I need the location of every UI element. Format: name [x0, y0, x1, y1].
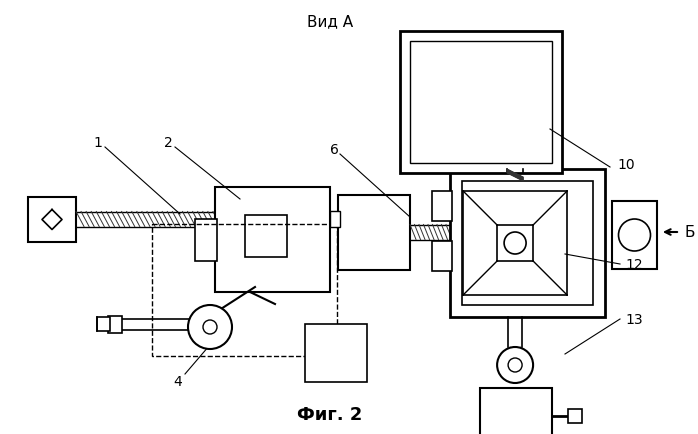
Bar	[97, 317, 110, 331]
Bar	[450, 170, 605, 317]
Text: 13: 13	[625, 312, 643, 326]
Text: Б: Б	[685, 225, 695, 240]
Bar	[195, 220, 217, 261]
Bar	[432, 241, 452, 271]
Circle shape	[188, 305, 232, 349]
Text: Вид А: Вид А	[307, 14, 353, 30]
Circle shape	[508, 358, 522, 372]
Bar	[410, 42, 552, 164]
Bar	[400, 32, 562, 174]
Circle shape	[618, 220, 651, 251]
Bar	[568, 408, 582, 423]
Text: 10: 10	[617, 158, 634, 171]
Circle shape	[203, 320, 217, 334]
Bar	[215, 187, 330, 293]
Bar	[432, 191, 452, 221]
Bar	[338, 196, 410, 270]
Text: 12: 12	[625, 257, 643, 271]
Text: 6: 6	[329, 143, 339, 157]
Circle shape	[497, 347, 533, 383]
Bar	[152, 224, 337, 356]
Bar	[305, 324, 367, 382]
Bar	[28, 197, 76, 243]
Bar	[245, 216, 287, 257]
Bar	[612, 201, 657, 270]
Bar	[462, 181, 593, 305]
Bar	[480, 388, 552, 434]
Text: 2: 2	[163, 136, 172, 150]
Text: Фиг. 2: Фиг. 2	[297, 405, 363, 423]
Bar	[108, 316, 122, 333]
Circle shape	[504, 233, 526, 254]
Bar	[330, 211, 340, 227]
Text: 1: 1	[94, 136, 103, 150]
Text: 4: 4	[174, 374, 182, 388]
